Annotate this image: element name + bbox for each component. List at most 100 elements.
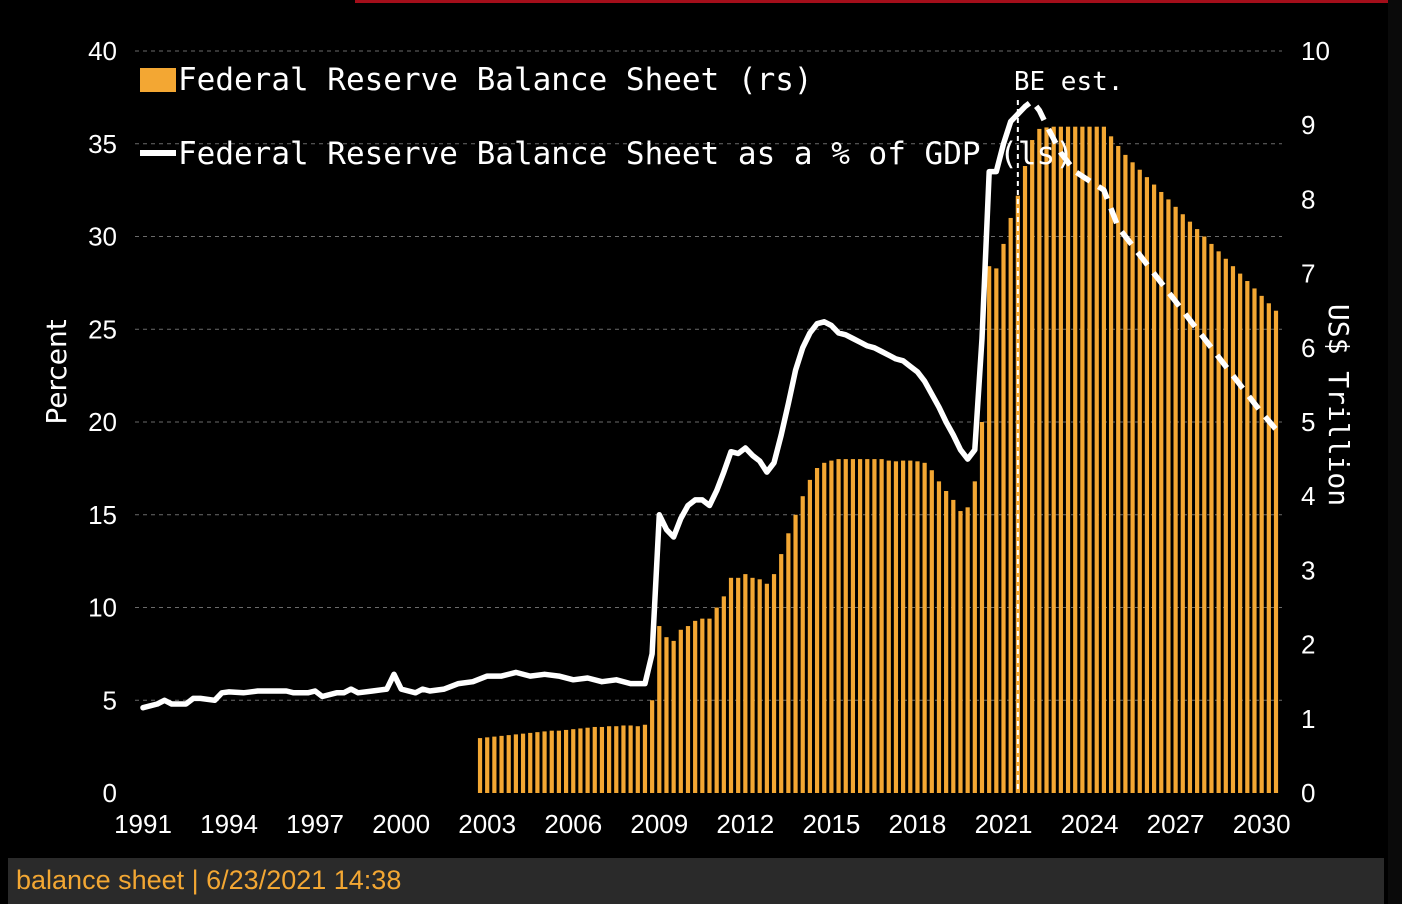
bar xyxy=(585,727,590,793)
bar xyxy=(714,607,719,793)
bar xyxy=(872,459,877,793)
left-tick-label: 10 xyxy=(88,593,117,623)
bar xyxy=(994,268,999,793)
right-tick-label: 8 xyxy=(1301,184,1315,214)
bar xyxy=(1151,184,1157,793)
bar xyxy=(1230,266,1236,793)
bar xyxy=(549,730,554,793)
bar xyxy=(685,626,691,793)
x-tick-label: 2012 xyxy=(716,809,774,839)
bar xyxy=(879,459,884,793)
bar xyxy=(578,728,583,793)
bar xyxy=(721,596,726,793)
bar xyxy=(1015,195,1020,793)
bar-series-balance-sheet xyxy=(477,126,1279,794)
bar xyxy=(865,459,870,793)
bar xyxy=(1008,217,1013,793)
line-estimate xyxy=(1015,98,1279,432)
bar xyxy=(607,726,612,793)
bar xyxy=(958,511,963,793)
right-tick-label: 6 xyxy=(1301,333,1315,363)
bar xyxy=(728,577,734,793)
bar xyxy=(1037,128,1042,793)
x-tick-label: 2006 xyxy=(544,809,602,839)
bar xyxy=(621,725,626,793)
bar xyxy=(1123,154,1128,793)
bar xyxy=(520,733,526,793)
line-actual xyxy=(140,111,1021,711)
right-edge-strip xyxy=(1388,0,1402,904)
bar xyxy=(843,459,848,793)
bar xyxy=(528,732,533,793)
bar xyxy=(750,577,755,793)
right-tick-label: 1 xyxy=(1301,704,1315,734)
left-axis-title: Percent xyxy=(40,319,73,424)
bar xyxy=(1245,281,1250,793)
bar xyxy=(800,496,805,793)
bar xyxy=(1266,303,1271,793)
bar xyxy=(599,726,605,793)
bar xyxy=(678,629,683,793)
bar xyxy=(499,735,504,793)
x-tick-label: 2030 xyxy=(1233,809,1291,839)
bar xyxy=(757,579,762,793)
bar xyxy=(671,640,676,793)
bar xyxy=(779,554,784,793)
bar xyxy=(1195,229,1200,793)
bar xyxy=(556,730,562,793)
bar xyxy=(492,736,497,793)
right-axis-title: US$ Trillion xyxy=(1322,304,1355,506)
legend-label-line: Federal Reserve Balance Sheet as a % of … xyxy=(178,136,1074,172)
bar xyxy=(1273,310,1279,793)
x-tick-label: 2009 xyxy=(630,809,688,839)
bar xyxy=(1137,169,1142,794)
line-series-pct-gdp xyxy=(140,98,1279,711)
bar xyxy=(771,574,777,793)
left-tick-label: 30 xyxy=(88,222,117,252)
x-tick-label: 2000 xyxy=(372,809,430,839)
bar xyxy=(944,491,949,793)
bar xyxy=(908,460,913,793)
left-axis-ticks: 0 5 10 15 20 25 30 35 40 xyxy=(88,36,117,808)
bar xyxy=(1051,126,1056,793)
right-tick-label: 2 xyxy=(1301,630,1315,660)
bar xyxy=(736,577,741,793)
bar xyxy=(836,459,841,793)
left-tick-label: 5 xyxy=(103,685,117,715)
bar xyxy=(979,422,985,793)
bar xyxy=(893,461,899,793)
left-tick-label: 35 xyxy=(88,129,117,159)
legend-label-bar: Federal Reserve Balance Sheet (rs) xyxy=(178,62,813,98)
right-tick-label: 5 xyxy=(1301,407,1315,437)
footer-label: balance sheet | 6/23/2021 14:38 xyxy=(16,865,402,895)
bar xyxy=(1252,288,1257,793)
estimate-annotation: BE est. xyxy=(1014,67,1124,97)
bar xyxy=(535,732,540,793)
bar xyxy=(829,460,834,793)
left-tick-label: 15 xyxy=(88,500,117,530)
bar xyxy=(1238,273,1243,794)
bar xyxy=(764,583,769,793)
bar xyxy=(793,514,798,793)
bar xyxy=(965,507,970,793)
bar xyxy=(1166,199,1171,793)
bar xyxy=(1216,251,1221,794)
bar xyxy=(929,470,934,793)
bar xyxy=(822,462,827,793)
bar xyxy=(571,729,576,793)
bar xyxy=(1223,258,1228,793)
right-tick-label: 4 xyxy=(1301,481,1315,511)
left-tick-label: 0 xyxy=(103,778,117,808)
bar xyxy=(664,637,669,793)
x-tick-label: 2021 xyxy=(975,809,1033,839)
legend: Federal Reserve Balance Sheet (rs) Feder… xyxy=(140,62,1074,172)
left-tick-label: 20 xyxy=(88,407,117,437)
bar xyxy=(657,626,662,793)
x-axis-ticks: 1991 1994 1997 2000 2003 2006 2009 2012 2015 2018… xyxy=(114,809,1291,839)
bar xyxy=(1080,126,1085,793)
x-tick-label: 2027 xyxy=(1147,809,1205,839)
footer-bar: balance sheet | 6/23/2021 14:38 xyxy=(8,858,1384,904)
bar xyxy=(814,468,820,793)
bar xyxy=(1001,243,1006,794)
bar xyxy=(1044,127,1049,793)
